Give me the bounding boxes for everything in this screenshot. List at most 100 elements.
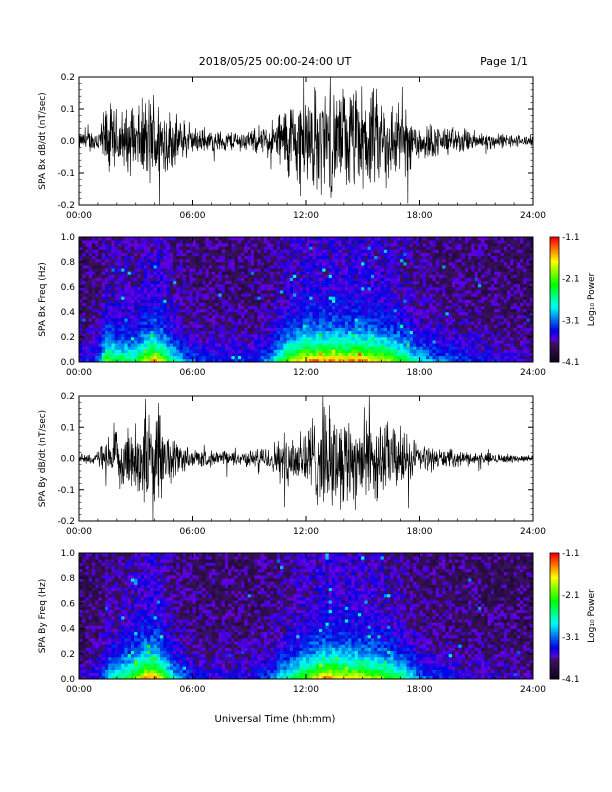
spectrogram-cell	[198, 355, 203, 360]
spectrogram-cell	[179, 246, 184, 250]
spectrogram-cell	[101, 349, 106, 353]
spectrogram-cell	[374, 280, 378, 285]
spectrogram-cell	[302, 249, 307, 253]
spectrogram-cell	[273, 274, 278, 278]
spectrogram-cell	[419, 274, 424, 278]
spectrogram-cell	[276, 249, 281, 253]
spectrogram-cell	[435, 358, 440, 363]
spectrogram-cell	[387, 330, 391, 335]
spectrogram-cell	[435, 355, 440, 360]
spectrogram-cell	[293, 293, 297, 297]
spectrogram-cell	[312, 280, 317, 285]
spectrogram-cell	[331, 283, 336, 288]
spectrogram-cell	[208, 283, 213, 288]
spectrogram-cell	[195, 265, 200, 269]
spectrogram-cell	[231, 327, 235, 332]
spectrogram-cell	[370, 271, 375, 275]
spectrogram-cell	[435, 246, 440, 250]
spectrogram-cell	[173, 318, 177, 322]
spectrogram-cell	[218, 246, 222, 250]
spectrogram-cell	[234, 246, 239, 250]
spectrogram-cell	[377, 343, 381, 347]
spectrogram-cell	[309, 262, 313, 266]
spectrogram-cell	[445, 268, 449, 272]
spectrogram-cell	[244, 258, 248, 263]
spectrogram-cell	[338, 349, 342, 353]
spectrogram-cell	[383, 337, 388, 341]
spectrogram-cell	[425, 324, 430, 328]
spectrogram-cell	[88, 258, 93, 263]
spectrogram-cell	[396, 299, 401, 303]
spectrogram-cell	[331, 327, 336, 332]
spectrogram-cell	[361, 355, 365, 360]
spectrogram-cell	[263, 346, 268, 350]
spectrogram-cell	[254, 287, 258, 291]
spectrogram-cell	[429, 287, 433, 291]
spectrogram-cell	[357, 240, 362, 244]
spectrogram-cell	[257, 271, 261, 275]
spectrogram-cell	[464, 277, 469, 282]
spectrogram-cell	[286, 349, 291, 353]
spectrogram-cell	[351, 299, 355, 303]
spectrogram-cell	[406, 243, 411, 247]
spectrogram-cell	[156, 283, 161, 288]
spectrogram-cell	[104, 258, 109, 263]
spectrogram-cell	[367, 321, 372, 325]
spectrogram-cell	[176, 302, 180, 307]
spectrogram-cell	[166, 246, 171, 250]
spectrogram-cell	[445, 324, 449, 328]
spectrogram-cell	[293, 324, 297, 328]
spectrogram-cell	[208, 296, 213, 300]
spectrogram-cell	[406, 296, 411, 300]
spectrogram-cell	[143, 249, 148, 253]
spectrogram-cell	[124, 271, 128, 275]
spectrogram-cell	[464, 268, 469, 272]
spectrogram-cell	[270, 249, 274, 253]
spectrogram-cell	[273, 302, 278, 307]
spectrogram-cell	[351, 258, 355, 263]
spectrogram-cell	[127, 358, 132, 363]
spectrogram-cell	[208, 293, 213, 297]
spectrogram-cell	[393, 258, 398, 263]
spectrogram-cell	[163, 280, 167, 285]
spectrogram-cell	[422, 355, 427, 360]
spectrogram-cell	[367, 290, 372, 294]
spectrogram-cell	[270, 321, 274, 325]
spectrogram-cell	[364, 258, 368, 263]
spectrogram-cell	[387, 346, 391, 350]
x-tick-label: 12:00	[293, 211, 319, 221]
spectrogram-cell	[296, 246, 300, 250]
spectrogram-cell	[156, 346, 161, 350]
spectrogram-cell	[296, 237, 300, 241]
spectrogram-cell	[296, 262, 300, 266]
spectrogram-cell	[263, 327, 268, 332]
spectrogram-cell	[173, 258, 177, 263]
spectrogram-cell	[403, 277, 407, 282]
spectrogram-cell	[231, 302, 235, 307]
spectrogram-cell	[244, 283, 248, 288]
spectrogram-cell	[354, 274, 359, 278]
spectrogram-cell	[390, 274, 394, 278]
spectrogram-cell	[468, 302, 472, 307]
spectrogram-cell	[354, 321, 359, 325]
spectrogram-cell	[211, 327, 216, 332]
spectrogram-cell	[169, 349, 174, 353]
spectrogram-cell	[114, 349, 119, 353]
spectrogram-cell	[82, 296, 86, 300]
spectrogram-cell	[383, 277, 388, 282]
spectrogram-cell	[335, 262, 339, 266]
spectrogram-cell	[293, 308, 297, 313]
spectrogram-cell	[270, 277, 274, 282]
spectrogram-cell	[82, 337, 86, 341]
spectrogram-cell	[111, 252, 115, 257]
spectrogram-cell	[147, 324, 151, 328]
spectrogram-cell	[461, 249, 466, 253]
spectrogram-cell	[364, 280, 368, 285]
spectrogram-cell	[150, 340, 154, 344]
spectrogram-cell	[396, 280, 401, 285]
spectrogram-cell	[445, 308, 449, 313]
spectrogram-cell	[338, 324, 342, 328]
spectrogram-cell	[117, 315, 122, 319]
spectrogram-cell	[286, 246, 291, 250]
spectrogram-cell	[302, 302, 307, 307]
